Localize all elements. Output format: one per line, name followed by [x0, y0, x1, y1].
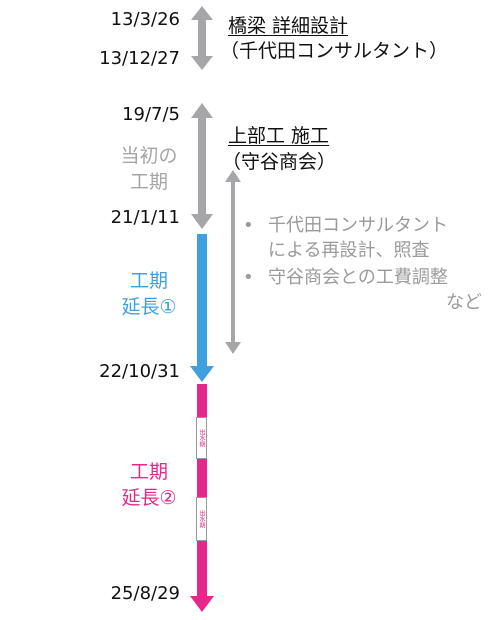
initial-period-label: 当初の 工期: [104, 143, 194, 195]
marker-flood-season-1: 出水期: [196, 417, 207, 459]
initial-period-line2: 工期: [129, 171, 168, 193]
design-phase-title: 橋梁 詳細設計: [228, 15, 349, 37]
note-line: など: [446, 292, 482, 313]
extension1-line1: 工期: [129, 270, 168, 292]
date-label: 13/3/26: [110, 9, 180, 30]
construction-phase-contractor: （守谷商会）: [222, 151, 337, 173]
note-line: 千代田コンサルタント: [268, 215, 448, 236]
extension2-line2: 延長②: [121, 487, 177, 509]
redesign-period-arrow: [225, 170, 241, 354]
date-label: 13/12/27: [99, 48, 180, 69]
extension1-arrow: [190, 234, 214, 382]
note-line: 守谷商会との工費調整: [268, 267, 448, 288]
date-label: 25/8/29: [110, 583, 180, 604]
date-label: 19/7/5: [122, 104, 180, 125]
extension1-label: 工期 延長①: [104, 268, 194, 320]
design-period-arrow: [191, 6, 213, 70]
construction-phase-title: 上部工 施工: [228, 125, 330, 147]
initial-period-arrow: [191, 103, 213, 229]
marker-flood-season-2: 出水期: [196, 497, 207, 541]
extension1-line2: 延長①: [121, 296, 177, 318]
extension2-line1: 工期: [129, 461, 168, 483]
date-label: 22/10/31: [99, 361, 180, 382]
note-bullet: •: [243, 267, 254, 288]
design-phase-contractor: （千代田コンサルタント）: [220, 40, 449, 62]
extension2-arrow: [190, 384, 214, 612]
date-label: 21/1/11: [110, 207, 180, 228]
extension2-label: 工期 延長②: [104, 459, 194, 511]
initial-period-line1: 当初の: [120, 145, 178, 167]
note-line: による再設計、照査: [268, 240, 430, 261]
note-bullet: •: [243, 215, 254, 236]
